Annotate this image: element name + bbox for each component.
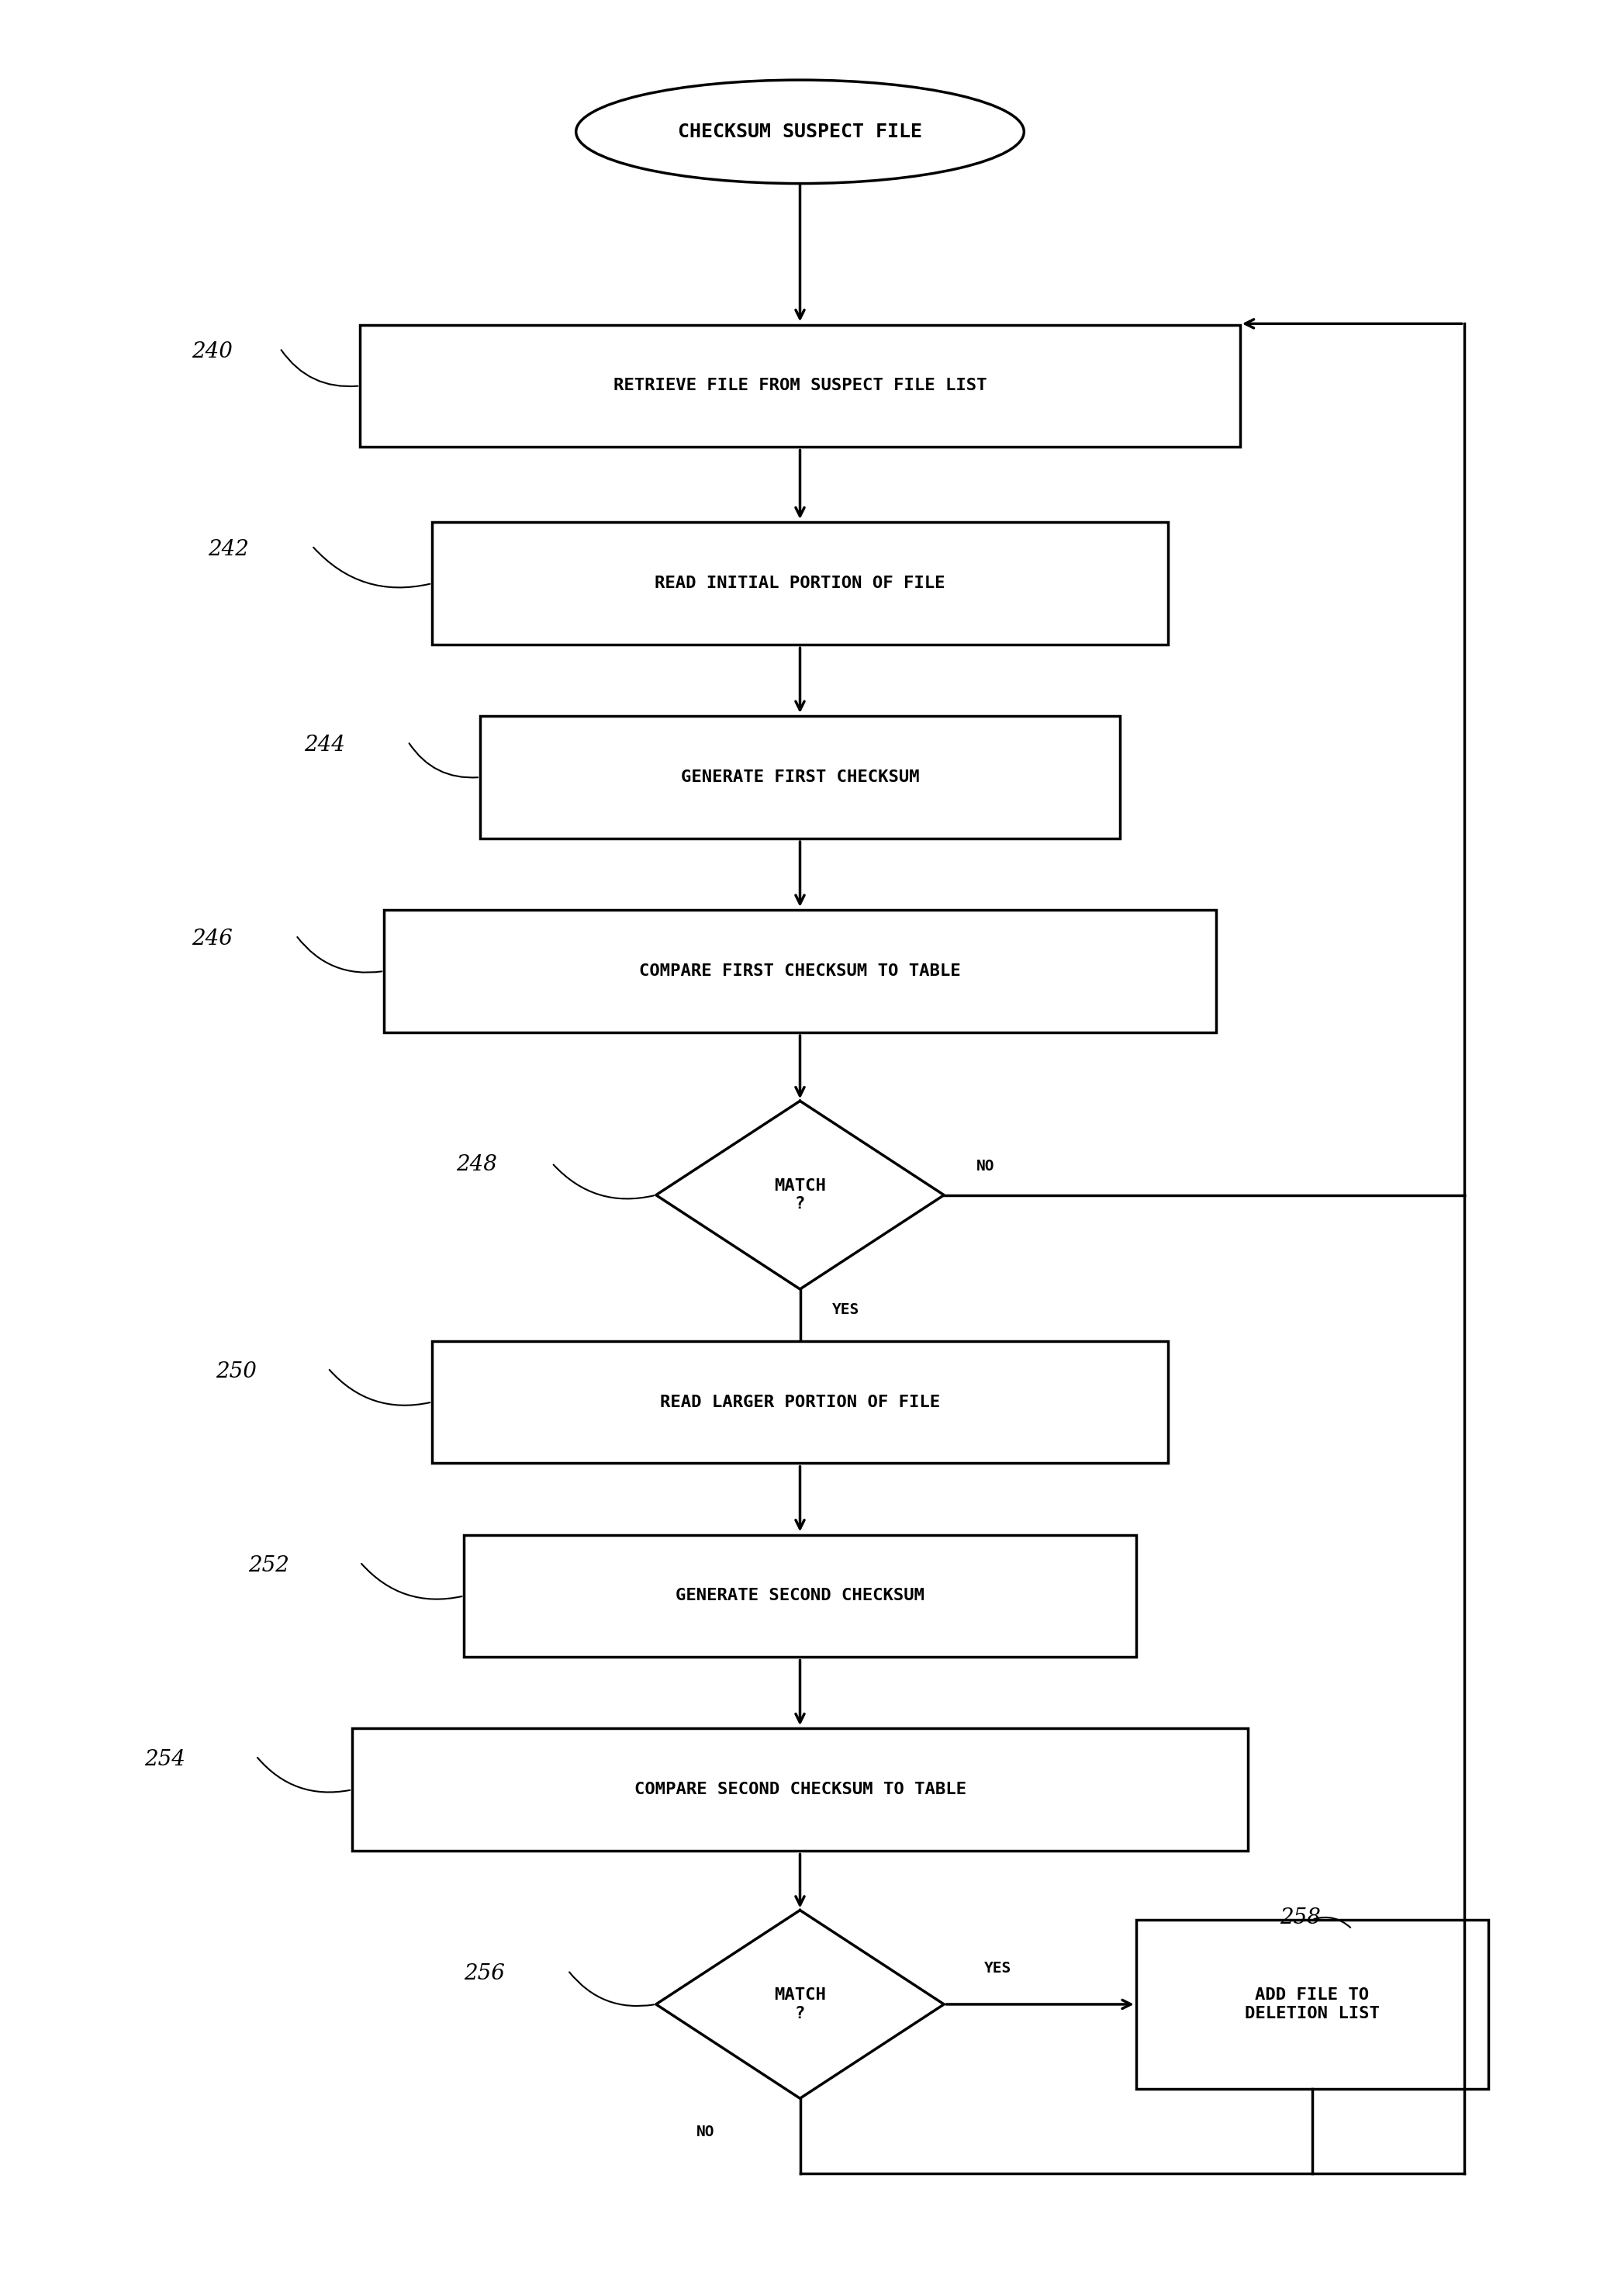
- Text: NO: NO: [976, 1159, 994, 1173]
- Text: GENERATE FIRST CHECKSUM: GENERATE FIRST CHECKSUM: [680, 769, 920, 785]
- Text: 240: 240: [192, 342, 234, 363]
- Text: 242: 242: [208, 540, 250, 560]
- Text: GENERATE SECOND CHECKSUM: GENERATE SECOND CHECKSUM: [675, 1589, 925, 1603]
- Text: NO: NO: [696, 2124, 714, 2140]
- Text: 252: 252: [248, 1554, 290, 1575]
- FancyBboxPatch shape: [360, 324, 1240, 448]
- Text: ADD FILE TO
DELETION LIST: ADD FILE TO DELETION LIST: [1245, 1988, 1379, 2020]
- Text: 258: 258: [1280, 1908, 1322, 1929]
- Ellipse shape: [576, 80, 1024, 184]
- Text: READ INITIAL PORTION OF FILE: READ INITIAL PORTION OF FILE: [654, 576, 946, 590]
- Text: 256: 256: [464, 1963, 506, 1984]
- Text: MATCH
?: MATCH ?: [774, 1178, 826, 1212]
- FancyBboxPatch shape: [432, 521, 1168, 645]
- Text: RETRIEVE FILE FROM SUSPECT FILE LIST: RETRIEVE FILE FROM SUSPECT FILE LIST: [613, 379, 987, 393]
- Text: YES: YES: [984, 1961, 1011, 1975]
- FancyBboxPatch shape: [432, 1341, 1168, 1463]
- Text: 244: 244: [304, 735, 346, 755]
- Text: 246: 246: [192, 928, 234, 951]
- Text: 250: 250: [216, 1362, 258, 1382]
- Text: COMPARE FIRST CHECKSUM TO TABLE: COMPARE FIRST CHECKSUM TO TABLE: [640, 964, 960, 978]
- Text: READ LARGER PORTION OF FILE: READ LARGER PORTION OF FILE: [659, 1394, 941, 1410]
- FancyBboxPatch shape: [464, 1534, 1136, 1658]
- Text: MATCH
?: MATCH ?: [774, 1988, 826, 2020]
- FancyBboxPatch shape: [1136, 1919, 1488, 2089]
- Text: 248: 248: [456, 1155, 498, 1176]
- FancyBboxPatch shape: [480, 716, 1120, 838]
- FancyBboxPatch shape: [352, 1729, 1248, 1851]
- FancyBboxPatch shape: [384, 909, 1216, 1033]
- Text: COMPARE SECOND CHECKSUM TO TABLE: COMPARE SECOND CHECKSUM TO TABLE: [634, 1782, 966, 1798]
- Text: YES: YES: [832, 1302, 859, 1316]
- Text: CHECKSUM SUSPECT FILE: CHECKSUM SUSPECT FILE: [678, 122, 922, 140]
- Text: 254: 254: [144, 1750, 186, 1770]
